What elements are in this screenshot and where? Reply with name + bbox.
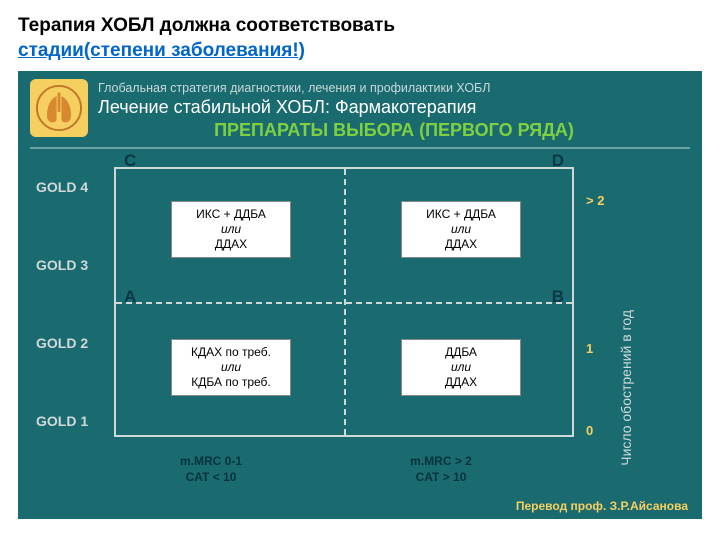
- drug-box-a: КДАХ по треб. или КДБА по треб.: [171, 339, 291, 396]
- gold-logo: [30, 79, 88, 137]
- box-b-l2: или: [408, 360, 514, 375]
- box-a-l2: или: [178, 360, 284, 375]
- bottom-axis: m.MRC 0-1 CAT < 10 m.MRC > 2 CAT > 10: [96, 454, 556, 485]
- drug-box-b: ДДБА или ДДАХ: [401, 339, 521, 396]
- header-drugs: ПРЕПАРАТЫ ВЫБОРА (ПЕРВОГО РЯДА): [98, 120, 690, 141]
- grid: ИКС + ДДБА или ДДАХ ИКС + ДДБА или ДДАХ …: [114, 167, 574, 437]
- header-row: Глобальная стратегия диагностики, лечени…: [30, 79, 690, 141]
- gold-3: GOLD 3: [36, 257, 108, 273]
- gold-axis: GOLD 4 GOLD 3 GOLD 2 GOLD 1: [36, 179, 108, 429]
- drug-box-d: ИКС + ДДБА или ДДАХ: [401, 201, 521, 258]
- box-c-l1: ИКС + ДДБА: [178, 207, 284, 222]
- box-b-l1: ДДБА: [408, 345, 514, 360]
- gold-4: GOLD 4: [36, 179, 108, 195]
- header-strategy: Глобальная стратегия диагностики, лечени…: [98, 81, 690, 95]
- page-title: Терапия ХОБЛ должна соответствовать стад…: [0, 0, 720, 63]
- drug-box-c: ИКС + ДДБА или ДДАХ: [171, 201, 291, 258]
- bottom-right: m.MRC > 2 CAT > 10: [326, 454, 556, 485]
- right-tick-2: > 2: [586, 193, 604, 208]
- bottom-right-l1: m.MRC > 2: [326, 454, 556, 470]
- box-c-l2: или: [178, 222, 284, 237]
- right-axis: > 2 1 0 Число обострений в год: [584, 167, 622, 437]
- title-line1: Терапия ХОБЛ должна соответствовать: [18, 15, 395, 36]
- box-d-l3: ДДАХ: [408, 237, 514, 252]
- bottom-left-l1: m.MRC 0-1: [96, 454, 326, 470]
- grid-hline: [116, 302, 572, 304]
- title-line2: стадии(степени заболевания!): [18, 40, 305, 61]
- gold-2: GOLD 2: [36, 335, 108, 351]
- bottom-right-l2: CAT > 10: [326, 470, 556, 486]
- bottom-left-l2: CAT < 10: [96, 470, 326, 486]
- right-tick-0: 0: [586, 423, 593, 438]
- header-text: Глобальная стратегия диагностики, лечени…: [98, 79, 690, 141]
- bottom-left: m.MRC 0-1 CAT < 10: [96, 454, 326, 485]
- main-diagram: GOLD 4 GOLD 3 GOLD 2 GOLD 1 C D A B ИКС …: [36, 159, 690, 459]
- right-axis-title: Число обострений в год: [618, 310, 634, 466]
- right-tick-1: 1: [586, 341, 593, 356]
- box-a-l3: КДБА по треб.: [178, 375, 284, 390]
- grid-wrap: C D A B ИКС + ДДБА или ДДАХ ИКС + ДДБА и…: [114, 159, 574, 449]
- box-c-l3: ДДАХ: [178, 237, 284, 252]
- divider: [30, 147, 690, 149]
- box-d-l2: или: [408, 222, 514, 237]
- gold-1: GOLD 1: [36, 413, 108, 429]
- credit: Перевод проф. З.Р.Айсанова: [516, 499, 688, 513]
- box-b-l3: ДДАХ: [408, 375, 514, 390]
- slide: Глобальная стратегия диагностики, лечени…: [18, 71, 702, 519]
- lungs-icon: [35, 84, 83, 132]
- header-topic: Лечение стабильной ХОБЛ: Фармакотерапия: [98, 97, 690, 118]
- box-a-l1: КДАХ по треб.: [178, 345, 284, 360]
- box-d-l1: ИКС + ДДБА: [408, 207, 514, 222]
